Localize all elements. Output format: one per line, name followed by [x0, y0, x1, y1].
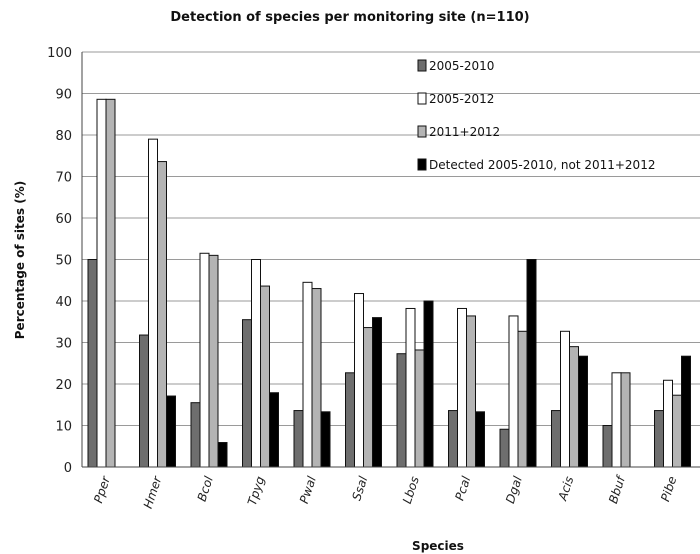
x-tick-label: Lbos [400, 475, 422, 506]
bar [663, 379, 673, 468]
bar [166, 395, 176, 468]
bar [620, 372, 631, 468]
bar [578, 355, 588, 468]
bar [475, 411, 485, 468]
bar [217, 442, 228, 468]
legend-label: 2005-2012 [429, 92, 494, 106]
bars [87, 98, 691, 468]
bar [681, 355, 691, 468]
bar [560, 330, 570, 468]
bar [320, 411, 331, 468]
bar [423, 300, 434, 468]
bar [139, 334, 149, 468]
bar [148, 138, 158, 468]
bar [199, 252, 210, 468]
x-tick-label: Hmer [141, 474, 165, 511]
bar [466, 315, 476, 468]
bar [396, 353, 407, 468]
legend-swatch [417, 59, 427, 72]
grid-lines [82, 51, 700, 426]
legend: 2005-2010 2005-2012 2011+2012 Detected 2005… [417, 59, 655, 172]
y-tick-label: 0 [64, 461, 72, 476]
x-tick-label: Bbuf [606, 473, 628, 505]
y-tick-label: 40 [55, 295, 72, 310]
bar [345, 372, 355, 468]
bar [508, 315, 519, 468]
bar [602, 425, 613, 468]
y-tick-label: 60 [55, 212, 72, 227]
bar [208, 254, 219, 468]
bar [526, 259, 537, 468]
bar [96, 98, 107, 468]
x-tick-label: Acis [555, 475, 576, 503]
y-tick-label: 10 [55, 420, 72, 435]
bar [269, 392, 279, 468]
legend-swatch [417, 92, 427, 105]
bar [190, 402, 201, 468]
bar [611, 372, 622, 468]
bar [551, 410, 561, 468]
bar [405, 307, 416, 468]
bar [260, 285, 270, 468]
x-tick-label: Pper [91, 474, 113, 505]
x-tick-label: Pwal [297, 474, 319, 505]
bar [302, 281, 313, 468]
legend-swatch [417, 158, 427, 171]
x-tick-label: Bcol [195, 474, 216, 503]
bar [157, 161, 167, 468]
bar [363, 327, 373, 468]
y-tick-label: 70 [55, 171, 72, 186]
bar [293, 410, 304, 468]
y-tick-labels: 0 10 20 30 40 50 60 70 80 90 100 [47, 46, 72, 476]
y-tick-label: 50 [55, 254, 72, 269]
bar [414, 349, 425, 468]
bar [242, 319, 252, 468]
x-tick-label: Pcal [452, 474, 473, 502]
x-tick-label: Pibe [658, 475, 679, 504]
x-tick-labels: Pper Hmer Bcol Tpyg Pwal Ssal Lbos Pcal Dgal Acis… [91, 473, 679, 510]
y-tick-label: 100 [47, 46, 72, 61]
bar [569, 346, 579, 468]
bar [354, 293, 364, 468]
y-axis-title: Percentage of sites (%) [13, 181, 27, 339]
x-tick-label: Dgal [503, 474, 525, 505]
y-tick-label: 20 [55, 378, 72, 393]
x-tick-label: Tpyg [245, 474, 268, 507]
y-tick-label: 90 [55, 88, 72, 103]
bar [517, 330, 528, 468]
bar [105, 98, 116, 468]
bar [672, 394, 682, 468]
legend-label: 2011+2012 [429, 125, 500, 139]
x-tick-label: Ssal [349, 474, 370, 502]
y-tick-label: 80 [55, 129, 72, 144]
bar [87, 259, 98, 468]
legend-label: 2005-2010 [429, 59, 494, 73]
bar [654, 410, 664, 468]
bar [251, 259, 261, 468]
y-tick-label: 30 [55, 337, 72, 352]
chart-title: Detection of species per monitoring site… [170, 10, 529, 25]
bar [448, 410, 458, 468]
bar [457, 307, 467, 468]
x-axis-title: Species [412, 539, 464, 553]
legend-label: Detected 2005-2010, not 2011+2012 [429, 158, 655, 172]
legend-swatch [417, 125, 427, 138]
bar [372, 317, 382, 468]
bar [311, 288, 322, 468]
bar [499, 428, 510, 468]
